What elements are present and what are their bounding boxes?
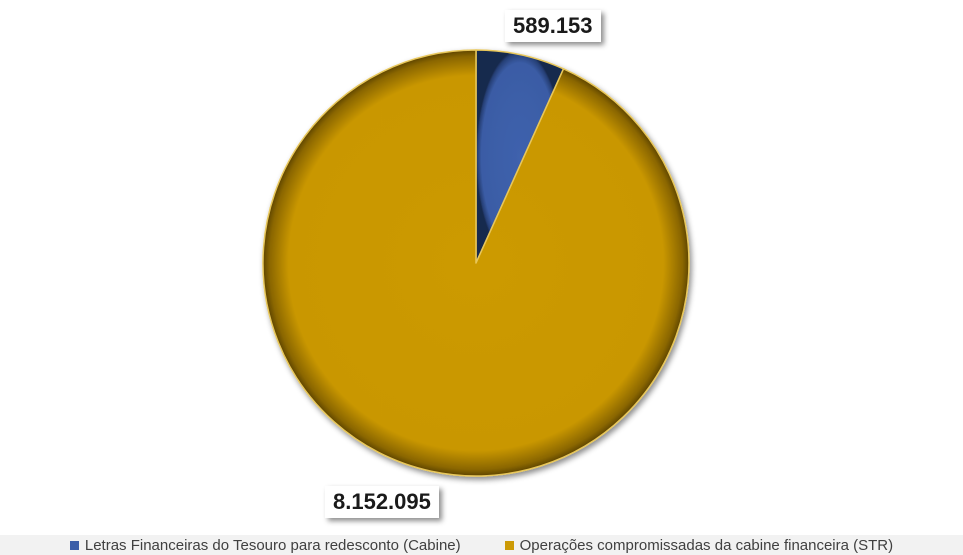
- pie-chart: [262, 49, 690, 477]
- legend: Letras Financeiras do Tesouro para redes…: [0, 535, 963, 555]
- legend-swatch-operacoes: [504, 540, 514, 550]
- legend-label-letras: Letras Financeiras do Tesouro para redes…: [84, 536, 461, 554]
- slice-label-operacoes: 8.152.095: [325, 486, 439, 519]
- slice-label-letras: 589.153: [505, 10, 601, 43]
- legend-item-letras: Letras Financeiras do Tesouro para redes…: [69, 536, 461, 554]
- legend-swatch-letras: [69, 540, 79, 550]
- legend-label-operacoes: Operações compromissadas da cabine finan…: [519, 536, 894, 554]
- pie-slice-operacoes: [262, 49, 690, 477]
- legend-item-operacoes: Operações compromissadas da cabine finan…: [504, 536, 894, 554]
